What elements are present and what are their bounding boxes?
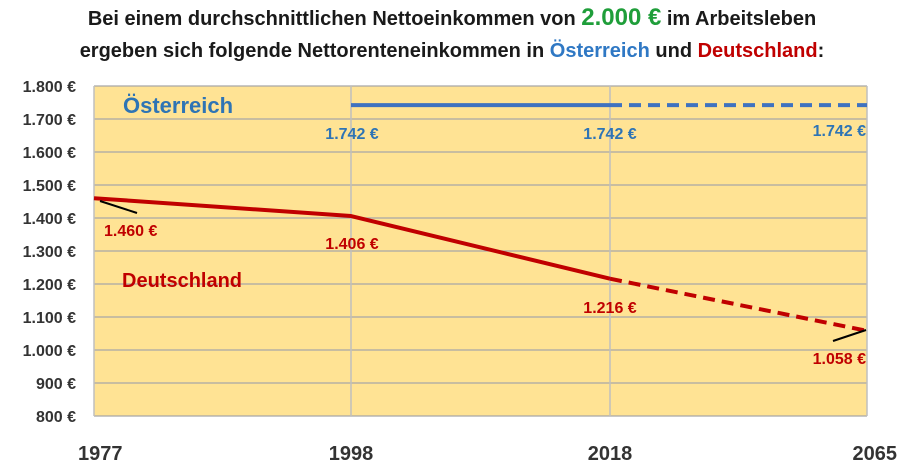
title-und: und: [650, 40, 698, 62]
y-tick-label: 1.000 €: [23, 343, 76, 360]
series-label-austria: Österreich: [123, 93, 233, 118]
series-label-germany: Deutschland: [122, 270, 242, 292]
y-tick-label: 900 €: [36, 376, 76, 393]
x-axis-ticks: 1977 1998 2018 2065: [78, 443, 897, 465]
y-tick-label: 1.800 €: [23, 79, 76, 96]
y-tick-label: 1.300 €: [23, 244, 76, 261]
series-lines: [93, 103, 868, 333]
data-label-germany: 1.216 €: [583, 300, 636, 317]
y-tick-label: 1.400 €: [23, 211, 76, 228]
x-tick-label: 2018: [588, 443, 633, 465]
data-label-germany: 1.460 €: [104, 223, 157, 240]
title-line-1-start: Bei einem durchschnittlichen Nettoeinkom…: [88, 8, 581, 30]
leader-line: [99, 200, 138, 214]
series-line-germany-dashed: [609, 276, 868, 333]
x-tick-label: 1977: [78, 443, 123, 465]
data-label-austria: 1.742 €: [325, 126, 378, 143]
data-label-austria: 1.742 €: [813, 123, 866, 140]
x-tick-label: 1998: [329, 443, 374, 465]
data-label-germany: 1.058 €: [813, 351, 866, 368]
title-line-1-end: im Arbeitsleben: [661, 8, 816, 30]
gridlines: [93, 85, 868, 417]
y-tick-label: 800 €: [36, 409, 76, 426]
y-axis-ticks: 800 € 900 € 1.000 € 1.100 € 1.200 € 1.300 € 1.…: [23, 79, 76, 426]
title-colon: :: [818, 40, 825, 62]
title-line-2-start: ergeben sich folgende Nettorenteneinkomm…: [80, 40, 550, 62]
x-tick-label: 2065: [853, 443, 898, 465]
chart-title-line-1: Bei einem durchschnittlichen Nettoeinkom…: [88, 4, 816, 31]
title-germany: Deutschland: [698, 40, 818, 62]
data-label-austria: 1.742 €: [583, 126, 636, 143]
y-tick-label: 1.500 €: [23, 178, 76, 195]
series-line-germany-solid: [93, 196, 611, 281]
leader-line: [832, 329, 867, 342]
data-label-germany: 1.406 €: [325, 236, 378, 253]
y-tick-label: 1.100 €: [23, 310, 76, 327]
y-tick-label: 1.600 €: [23, 145, 76, 162]
data-labels: 1.742 € 1.742 € 1.742 € 1.460 € 1.406 € 1.216…: [99, 123, 867, 368]
title-amount: 2.000 €: [581, 4, 661, 31]
y-tick-label: 1.700 €: [23, 112, 76, 129]
y-tick-label: 1.200 €: [23, 277, 76, 294]
title-austria: Österreich: [550, 39, 650, 62]
chart-title-line-2: ergeben sich folgende Nettorenteneinkomm…: [80, 39, 825, 62]
